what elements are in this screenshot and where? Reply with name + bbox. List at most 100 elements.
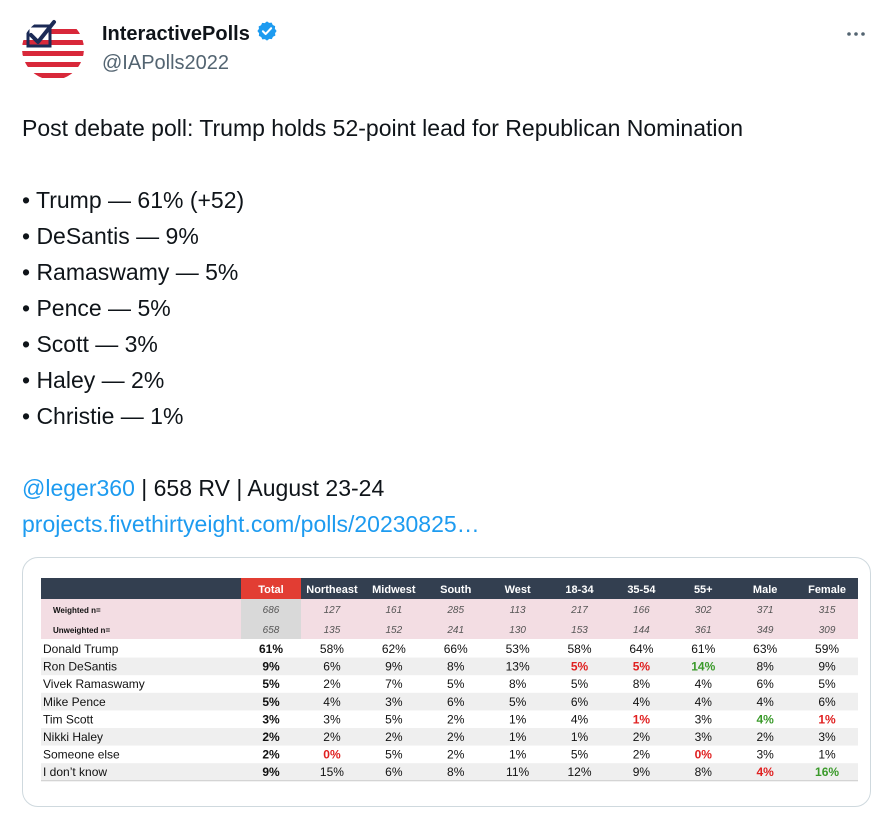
cell-value: 1% bbox=[633, 712, 651, 726]
cell-value: 2% bbox=[633, 748, 651, 762]
cell-value: 4% bbox=[756, 765, 774, 779]
cell-value: 8% bbox=[695, 765, 713, 779]
row-label: Nikki Haley bbox=[43, 730, 103, 744]
row-label: Vivek Ramaswamy bbox=[43, 677, 145, 691]
n-row-total-bg bbox=[241, 619, 301, 639]
column-header: 35-54 bbox=[627, 584, 656, 596]
cell-value: 2% bbox=[447, 730, 465, 744]
cell-value: 9% bbox=[262, 765, 280, 779]
cell-value: 6% bbox=[447, 695, 465, 709]
tweet-headline: Post debate poll: Trump holds 52-point l… bbox=[22, 115, 744, 141]
author-name-row[interactable]: InteractivePolls bbox=[102, 20, 278, 48]
n-row-value: 349 bbox=[757, 625, 774, 636]
cell-value: 58% bbox=[567, 642, 591, 656]
cell-value: 7% bbox=[385, 677, 403, 691]
cell-value: 5% bbox=[262, 677, 280, 691]
n-row-value: 166 bbox=[633, 605, 650, 616]
cell-value: 6% bbox=[323, 660, 341, 674]
cell-value: 1% bbox=[818, 748, 836, 762]
column-header: South bbox=[440, 584, 471, 596]
n-row-value: 113 bbox=[510, 605, 526, 616]
cell-value: 1% bbox=[509, 730, 527, 744]
cell-value: 8% bbox=[447, 765, 465, 779]
n-row-value: 153 bbox=[571, 625, 588, 636]
row-label: Mike Pence bbox=[43, 695, 106, 709]
cell-value: 8% bbox=[633, 677, 651, 691]
n-row-value: 285 bbox=[446, 605, 464, 616]
n-row-value: 658 bbox=[263, 625, 280, 636]
n-row-value: 315 bbox=[819, 605, 836, 616]
row-stripe bbox=[41, 728, 858, 746]
cell-value: 4% bbox=[633, 695, 651, 709]
flag-check-logo bbox=[22, 18, 84, 80]
cell-value: 4% bbox=[695, 695, 713, 709]
poll-table-image[interactable]: Total Northeast Midwest South West 18-34 35-54… bbox=[22, 557, 871, 807]
n-row-value: 161 bbox=[385, 605, 402, 616]
bullet-item: • Haley — 2% bbox=[22, 367, 165, 393]
cell-value: 4% bbox=[323, 695, 341, 709]
row-label: Someone else bbox=[43, 748, 120, 762]
cell-value: 5% bbox=[509, 695, 527, 709]
cell-value: 14% bbox=[691, 660, 715, 674]
bullet-item: • Pence — 5% bbox=[22, 295, 171, 321]
cell-value: 2% bbox=[385, 730, 403, 744]
cell-value: 5% bbox=[262, 695, 280, 709]
cell-value: 1% bbox=[509, 748, 527, 762]
n-row-value: 302 bbox=[695, 605, 712, 616]
cell-value: 5% bbox=[447, 677, 465, 691]
mention-link[interactable]: @leger360 bbox=[22, 475, 135, 501]
cell-value: 15% bbox=[320, 765, 344, 779]
row-label: Tim Scott bbox=[43, 712, 94, 726]
cell-value: 3% bbox=[818, 730, 836, 744]
cell-value: 13% bbox=[506, 660, 530, 674]
cell-value: 5% bbox=[633, 660, 651, 674]
row-stripe bbox=[41, 763, 858, 781]
cell-value: 8% bbox=[756, 660, 774, 674]
cell-value: 16% bbox=[815, 765, 839, 779]
cell-value: 53% bbox=[506, 642, 530, 656]
cell-value: 63% bbox=[753, 642, 777, 656]
cell-value: 5% bbox=[385, 748, 403, 762]
cell-value: 6% bbox=[571, 695, 589, 709]
cell-value: 0% bbox=[323, 748, 341, 762]
bullet-list: • Trump — 61% (+52) • DeSantis — 9% • Rama… bbox=[22, 182, 872, 434]
more-options-icon[interactable] bbox=[844, 22, 868, 46]
total-header-cell bbox=[241, 578, 301, 599]
avatar[interactable] bbox=[22, 18, 84, 80]
cell-value: 2% bbox=[447, 712, 465, 726]
cell-value: 66% bbox=[444, 642, 468, 656]
row-stripe bbox=[41, 692, 858, 711]
n-row-label: Unweighted n= bbox=[53, 626, 110, 635]
n-row-label: Weighted n= bbox=[53, 606, 101, 615]
n-row-value: 686 bbox=[263, 605, 280, 616]
row-label: Ron DeSantis bbox=[43, 660, 117, 674]
cell-value: 9% bbox=[385, 660, 403, 674]
cell-value: 9% bbox=[262, 660, 280, 674]
bullet-item: • Trump — 61% (+52) bbox=[22, 187, 245, 213]
column-header: Total bbox=[258, 584, 283, 596]
author-name[interactable]: InteractivePolls bbox=[102, 22, 250, 45]
column-header: West bbox=[505, 584, 531, 596]
cell-value: 1% bbox=[571, 730, 589, 744]
bullet-item: • Christie — 1% bbox=[22, 403, 184, 429]
author-handle[interactable]: @IAPolls2022 bbox=[102, 52, 230, 74]
cell-value: 59% bbox=[815, 642, 839, 656]
row-label: Donald Trump bbox=[43, 642, 119, 656]
cell-value: 5% bbox=[571, 677, 589, 691]
cell-value: 3% bbox=[323, 712, 341, 726]
poll-url-link[interactable]: projects.fivethirtyeight.com/polls/20230… bbox=[22, 511, 480, 537]
tweet-author: InteractivePolls @IAPolls2022 bbox=[102, 20, 278, 75]
cell-value: 3% bbox=[695, 712, 713, 726]
cell-value: 62% bbox=[382, 642, 406, 656]
cell-value: 61% bbox=[691, 642, 715, 656]
cell-value: 0% bbox=[695, 748, 713, 762]
verified-badge-icon bbox=[256, 20, 278, 48]
cell-value: 64% bbox=[629, 642, 653, 656]
n-row-value: 152 bbox=[385, 625, 402, 636]
cell-value: 58% bbox=[320, 642, 344, 656]
cell-value: 2% bbox=[756, 730, 774, 744]
n-row-value: 241 bbox=[446, 625, 464, 636]
cell-value: 4% bbox=[571, 712, 589, 726]
cell-value: 2% bbox=[323, 677, 341, 691]
bullet-item: • DeSantis — 9% bbox=[22, 223, 199, 249]
